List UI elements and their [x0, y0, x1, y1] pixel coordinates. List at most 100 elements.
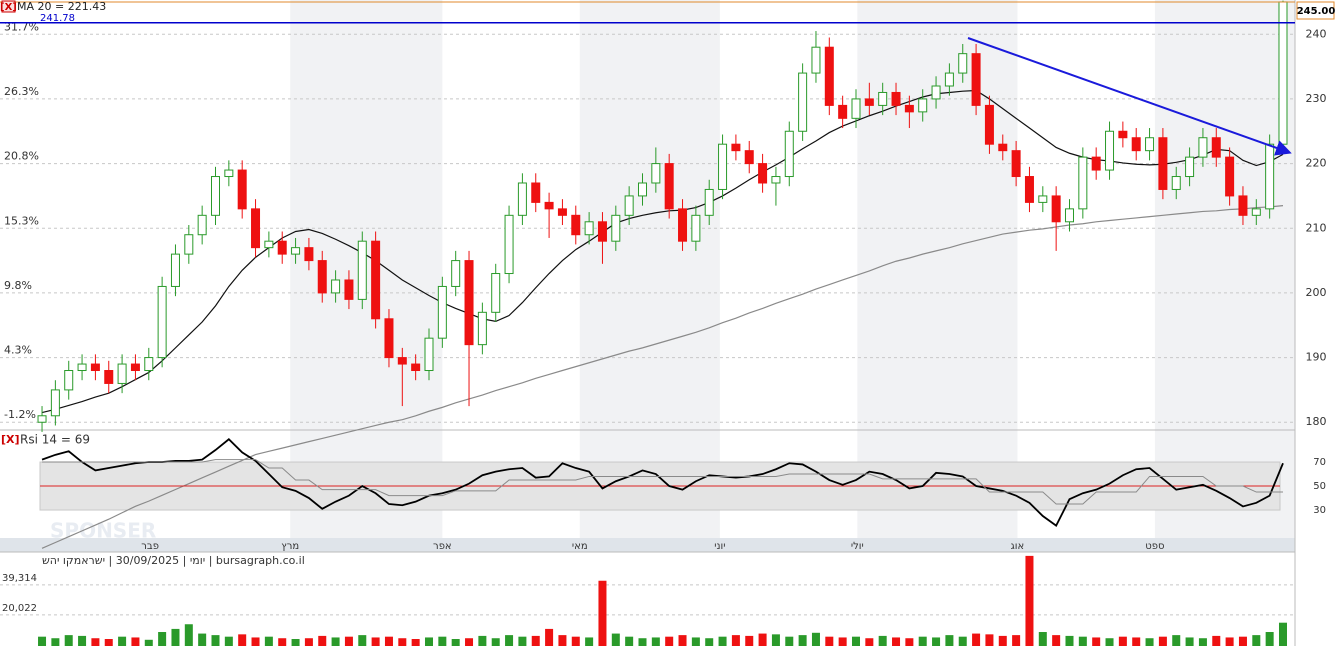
candle-body — [1118, 130, 1128, 139]
price-label: 245.00 — [1297, 6, 1335, 17]
volume-bar — [384, 636, 393, 646]
x-tick-label: מאי — [572, 541, 588, 552]
candle-body — [691, 214, 701, 242]
candle-body — [1251, 208, 1261, 216]
volume-bar — [78, 635, 87, 646]
candle-body — [611, 214, 621, 242]
candle-body — [544, 201, 554, 210]
candle-body — [304, 247, 314, 262]
moving-average — [41, 89, 1284, 414]
x-tick-label: ספט — [1145, 541, 1164, 552]
volume-bar — [811, 632, 820, 646]
candle-body — [104, 370, 114, 384]
y-pct-label: 20.8% — [4, 150, 39, 163]
rsi-line — [41, 438, 1284, 527]
volume-bar — [1132, 637, 1141, 646]
candle-body — [1145, 137, 1155, 152]
close-button[interactable] — [1, 0, 16, 13]
y-tick-label: 30 — [1313, 505, 1326, 516]
candle-body — [64, 370, 74, 391]
volume-bar — [518, 636, 527, 646]
candle-body — [437, 285, 447, 339]
x-tick-label: יוני — [714, 541, 725, 552]
volume-bar — [1052, 635, 1061, 646]
y-pct-label: -1.2% — [4, 408, 36, 421]
x-tick-label: מרץ — [281, 541, 299, 552]
candle-body — [824, 46, 834, 106]
candle-body — [584, 221, 594, 236]
volume-bar — [798, 635, 807, 646]
volume-bar — [171, 628, 180, 646]
x-tick-label: פבר — [141, 541, 159, 552]
volume-bar — [545, 628, 554, 646]
volume-bar — [611, 633, 620, 646]
candle-body — [477, 311, 487, 346]
volume-bar — [958, 636, 967, 646]
candle-body — [811, 46, 821, 74]
candle-body — [798, 72, 808, 132]
candle-body — [1131, 137, 1141, 152]
y-tick-label: 180 — [1306, 415, 1327, 428]
volume-bar — [932, 637, 941, 646]
candle-body — [931, 85, 941, 100]
candle-body — [77, 363, 87, 372]
volume-bar — [1278, 622, 1287, 646]
y-tick-label: 190 — [1306, 351, 1327, 364]
volume-bar — [1078, 636, 1087, 646]
y-tick-label: 70 — [1313, 457, 1326, 468]
candle-body — [1078, 156, 1088, 210]
price-box — [1296, 1, 1335, 20]
volume-bar — [731, 635, 740, 646]
candle-body — [1211, 137, 1221, 158]
volume-bar — [1065, 635, 1074, 646]
candle-body — [331, 279, 341, 294]
candle-body — [37, 415, 47, 423]
candle-body — [838, 104, 848, 119]
month-band — [579, 0, 720, 552]
candle-body — [998, 143, 1008, 152]
y-tick-label: 50 — [1313, 481, 1326, 492]
volume-bar — [184, 624, 193, 646]
volume-bar — [785, 636, 794, 646]
candle-body — [1171, 176, 1181, 190]
volume-bar — [1092, 637, 1101, 646]
candle-body — [491, 273, 501, 313]
volume-bar — [331, 637, 340, 646]
candle-body — [1011, 150, 1021, 178]
volume-bar — [892, 637, 901, 646]
footer: יומי | 30/09/2025 | ישראמקו יהש | bursag… — [42, 554, 305, 567]
volume-bar — [691, 637, 700, 646]
candle-body — [184, 234, 194, 255]
candle-body — [157, 285, 167, 359]
candle-body — [504, 214, 514, 275]
month-band — [1154, 0, 1295, 552]
volume-bar — [438, 636, 447, 646]
candle-body — [277, 240, 287, 255]
y-tick-label: 240 — [1306, 27, 1327, 40]
candle-body — [984, 104, 994, 145]
candle-body — [1064, 208, 1074, 223]
candle-body — [918, 98, 928, 113]
volume-bar — [131, 637, 140, 646]
volume-bar — [278, 638, 287, 646]
level-label: 241.78 — [40, 13, 75, 24]
candle-body — [344, 279, 354, 300]
volume-bar — [318, 635, 327, 646]
candle-body — [90, 363, 100, 372]
candle-body — [904, 104, 914, 113]
volume-bar — [291, 639, 300, 646]
month-axis-strip — [0, 538, 1295, 552]
y-pct-label: 15.3% — [4, 214, 39, 227]
candle-body — [144, 357, 154, 372]
candle-body — [357, 240, 367, 300]
candle-body — [971, 53, 981, 106]
rsi-title: Rsi 14 = 69 — [20, 433, 90, 447]
volume-bar — [825, 636, 834, 646]
close-marker: [X] — [1, 433, 20, 446]
candle-body — [464, 260, 474, 346]
candle-body — [851, 98, 861, 119]
candle-body — [704, 188, 714, 216]
volume-bar — [598, 580, 607, 646]
candle-body — [651, 163, 661, 184]
trendline — [967, 37, 1292, 156]
